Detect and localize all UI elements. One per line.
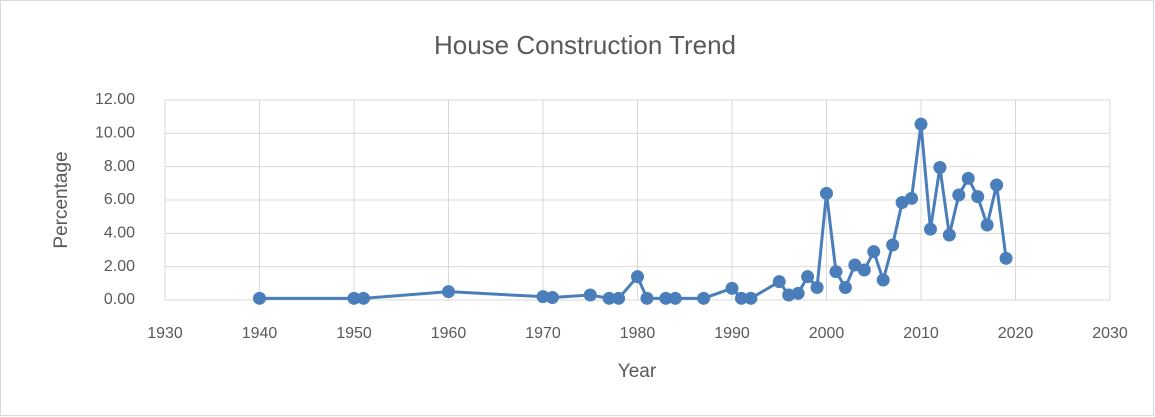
data-point bbox=[980, 218, 994, 232]
data-point bbox=[734, 291, 748, 305]
data-point bbox=[905, 191, 919, 205]
x-tick-label: 2030 bbox=[1092, 325, 1128, 342]
y-tick-label: 4.00 bbox=[104, 225, 135, 242]
data-point bbox=[744, 291, 758, 305]
x-tick-label: 2020 bbox=[998, 325, 1034, 342]
data-point bbox=[999, 251, 1013, 265]
y-tick-label: 0.00 bbox=[104, 291, 135, 308]
data-point bbox=[838, 281, 852, 294]
data-point bbox=[867, 245, 881, 259]
data-point bbox=[583, 288, 597, 302]
data-point bbox=[933, 161, 947, 174]
y-tick-label: 8.00 bbox=[104, 158, 135, 175]
data-point bbox=[772, 275, 786, 289]
x-axis-label: Year bbox=[618, 361, 657, 382]
y-tick-label: 6.00 bbox=[104, 191, 135, 208]
data-point bbox=[886, 238, 900, 252]
data-point bbox=[857, 263, 871, 277]
data-point bbox=[923, 222, 937, 236]
data-point bbox=[536, 290, 550, 304]
data-point bbox=[914, 117, 928, 131]
data-point bbox=[602, 291, 616, 305]
data-point bbox=[971, 190, 985, 204]
data-point bbox=[253, 291, 266, 305]
data-point bbox=[347, 291, 361, 305]
y-tick-label: 12.00 bbox=[95, 91, 135, 108]
data-point bbox=[829, 265, 843, 279]
x-tick-label: 1930 bbox=[147, 325, 183, 342]
data-point bbox=[952, 188, 966, 202]
x-tick-label: 1970 bbox=[525, 325, 561, 342]
data-point bbox=[942, 228, 956, 242]
chart-title: House Construction Trend bbox=[434, 30, 736, 60]
data-point bbox=[545, 291, 559, 304]
data-point bbox=[631, 270, 644, 284]
data-point bbox=[697, 291, 711, 305]
x-tick-label: 1960 bbox=[431, 325, 467, 342]
data-point bbox=[640, 291, 654, 305]
data-point bbox=[725, 281, 739, 295]
y-tick-label: 2.00 bbox=[104, 258, 135, 275]
data-point bbox=[612, 291, 626, 305]
y-axis-label: Percentage bbox=[51, 151, 72, 248]
x-tick-label: 1950 bbox=[336, 325, 372, 342]
data-point bbox=[876, 273, 890, 287]
data-point bbox=[668, 291, 682, 305]
data-point bbox=[820, 186, 833, 200]
data-point bbox=[990, 178, 1004, 192]
data-point bbox=[961, 171, 975, 185]
y-tick-label: 10.00 bbox=[95, 125, 135, 142]
x-tick-label: 1990 bbox=[714, 325, 750, 342]
x-tick-label: 1980 bbox=[620, 325, 656, 342]
data-point bbox=[791, 286, 805, 300]
data-point bbox=[442, 285, 455, 299]
data-point bbox=[659, 291, 673, 305]
x-tick-label: 1940 bbox=[242, 325, 278, 342]
data-point bbox=[356, 291, 370, 305]
data-point bbox=[801, 270, 815, 284]
data-point bbox=[810, 281, 824, 294]
x-tick-label: 2010 bbox=[903, 325, 939, 342]
x-tick-label: 2000 bbox=[809, 325, 845, 342]
